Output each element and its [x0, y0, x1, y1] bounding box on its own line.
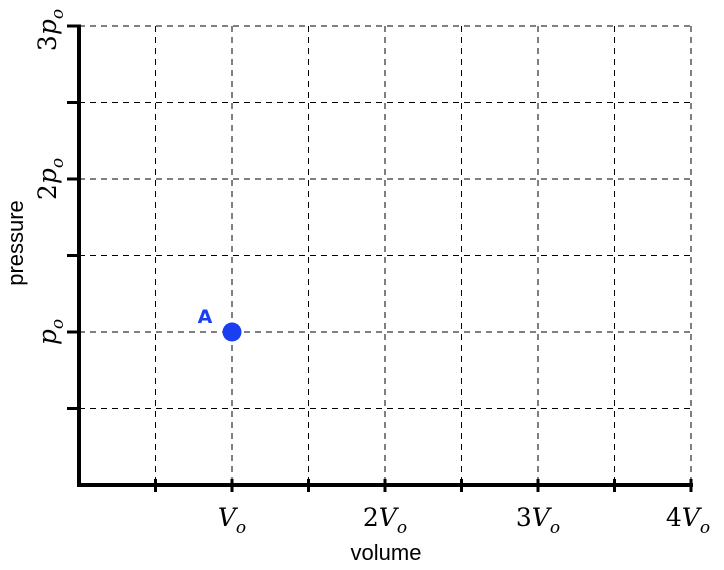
tick-marks — [67, 24, 693, 492]
data-points: A — [198, 306, 242, 342]
x-tick-label: 2Vo — [363, 503, 407, 538]
x-tick-label: 4Vo — [666, 503, 710, 538]
x-tick-label: Vo — [218, 503, 246, 538]
y-tick-labels: po 2po 3po — [33, 9, 68, 345]
x-tick-labels: Vo 2Vo 3Vo 4Vo — [218, 503, 710, 538]
x-axis-label: volume — [351, 540, 422, 565]
grid — [79, 25, 692, 485]
y-tick-label: po — [33, 319, 68, 345]
y-tick-label: 2po — [33, 158, 68, 200]
x-tick-label: 3Vo — [516, 503, 560, 538]
y-tick-label: 3po — [33, 9, 68, 51]
state-point-a — [222, 322, 242, 342]
y-axis-label: pressure — [3, 200, 28, 286]
point-label: A — [198, 306, 213, 328]
